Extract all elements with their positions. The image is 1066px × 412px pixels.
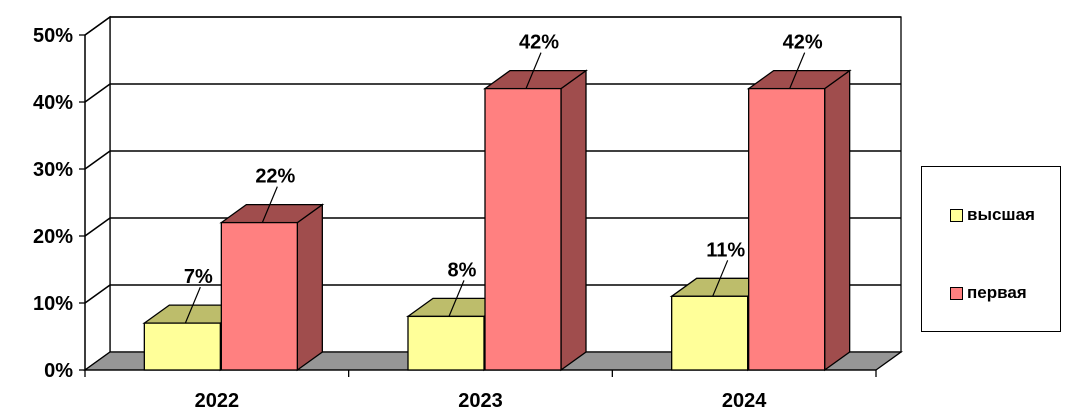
leader-line	[712, 260, 729, 297]
y-tick-label: 10%	[33, 293, 73, 315]
legend-item-vysshaya: высшая	[950, 205, 1035, 225]
legend-swatch	[950, 208, 963, 222]
x-tick-label: 2023	[458, 390, 503, 412]
bar	[746, 69, 852, 372]
bar	[482, 69, 589, 372]
gridlines	[84, 16, 901, 304]
gridline	[84, 83, 901, 103]
data-labels: 7% 22% 8% 42% 11% 42%	[184, 32, 823, 324]
y-axis-tick-labels: 0% 10% 20% 30% 40% 50%	[33, 25, 73, 382]
x-tick-label: 2022	[195, 390, 240, 412]
data-label: 22%	[255, 166, 295, 188]
bar-side-face	[296, 203, 323, 372]
gridline	[84, 217, 901, 237]
gridline	[84, 284, 901, 304]
y-tick-label: 50%	[33, 25, 73, 47]
leader-line	[448, 280, 465, 317]
x-tick-label: 2024	[722, 390, 767, 412]
data-label: 42%	[519, 32, 559, 54]
leader-line	[789, 52, 806, 89]
data-label: 11%	[706, 239, 745, 261]
bar-front-face	[484, 87, 562, 371]
bar	[219, 203, 325, 372]
gridline	[84, 150, 901, 170]
x-axis-tick-labels: 2022 2023 2024	[195, 390, 768, 412]
legend-swatch	[950, 286, 963, 300]
bar-side-face	[824, 69, 851, 372]
y-tick-label: 20%	[33, 226, 73, 248]
legend-label: высшая	[967, 205, 1035, 224]
legend-label: первая	[967, 283, 1027, 302]
data-label: 7%	[184, 266, 213, 288]
legend: высшая первая	[921, 166, 1061, 332]
y-tick-label: 30%	[33, 159, 73, 181]
leader-line	[525, 52, 542, 89]
y-tick-label: 40%	[33, 92, 73, 114]
bar-front-face	[143, 322, 221, 371]
bar-front-face	[671, 295, 749, 371]
data-label: 42%	[783, 32, 823, 54]
y-tick-label: 0%	[44, 360, 73, 382]
legend-item-pervaya: первая	[950, 283, 1027, 303]
gridline	[84, 16, 901, 36]
bars	[142, 69, 852, 372]
bar-front-face	[220, 221, 298, 371]
leader-line	[261, 186, 278, 223]
bar-side-face	[560, 69, 587, 372]
bar-front-face	[407, 315, 485, 371]
data-label: 8%	[448, 259, 477, 281]
bar-front-face	[748, 87, 826, 371]
leader-line	[184, 286, 201, 324]
side-wall	[84, 15, 111, 372]
